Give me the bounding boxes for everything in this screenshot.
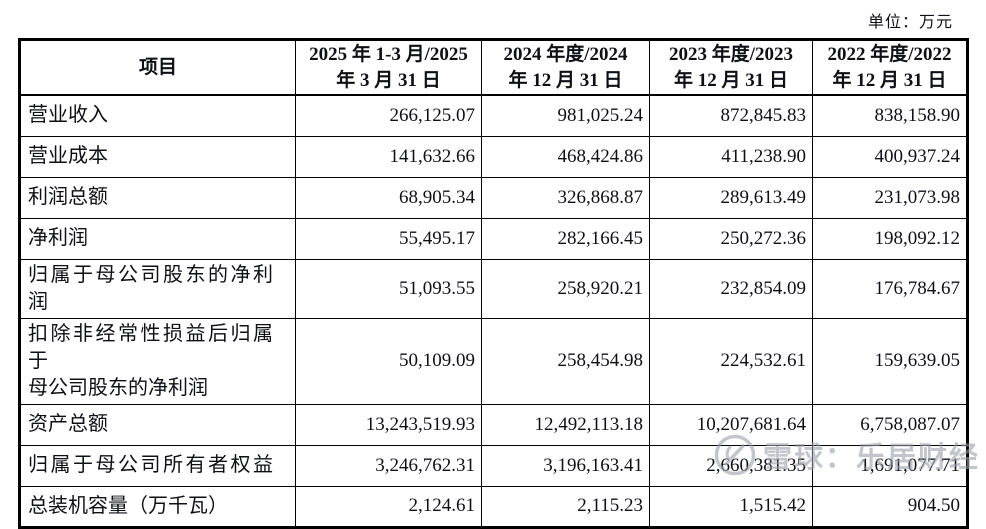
column-header: 2023 年度/2023 年 12 月 31 日 [649, 39, 813, 96]
table-row: 归属于母公司股东的净利润 51,093.55 258,920.21 232,854.0… [19, 258, 968, 319]
row-label: 扣除非经常性损益后归属于 母公司股东的净利润 [19, 317, 296, 405]
row-label: 归属于母公司所有者权益 [19, 444, 296, 487]
table-row: 净利润 55,495.17 282,166.45 250,272.36 198,092.… [19, 217, 968, 260]
cell-value: 400,937.24 [812, 135, 968, 178]
cell-value: 904.50 [812, 485, 968, 528]
cell-value: 141,632.66 [295, 135, 482, 178]
cell-value: 3,246,762.31 [295, 444, 482, 487]
cell-value: 231,073.98 [812, 176, 968, 219]
unit-label: 单位：万元 [867, 14, 953, 31]
cell-value: 266,125.07 [295, 94, 482, 137]
cell-value: 289,613.49 [649, 176, 813, 219]
cell-value: 838,158.90 [812, 94, 968, 137]
cell-value: 872,845.83 [649, 94, 813, 137]
cell-value: 468,424.86 [481, 135, 650, 178]
column-header: 项目 [19, 39, 296, 96]
cell-value: 159,639.05 [812, 317, 968, 405]
row-label: 营业收入 [19, 94, 296, 137]
cell-value: 3,196,163.41 [481, 444, 650, 487]
row-label: 利润总额 [19, 176, 296, 219]
cell-value: 10,207,681.64 [649, 403, 813, 446]
cell-value: 12,492,113.18 [481, 403, 650, 446]
cell-value: 55,495.17 [295, 217, 482, 260]
cell-value: 250,272.36 [649, 217, 813, 260]
cell-value: 50,109.09 [295, 317, 482, 405]
table-row: 营业收入 266,125.07 981,025.24 872,845.83 838,15… [19, 94, 968, 137]
table-row: 营业成本 141,632.66 468,424.86 411,238.90 400,93… [19, 135, 968, 178]
table-row: 总装机容量（万千瓦） 2,124.61 2,115.23 1,515.42 904.50 [19, 485, 968, 528]
cell-value: 51,093.55 [295, 258, 482, 319]
header-row: 项目 2025 年 1-3 月/2025 年 3 月 31 日 2024 年度/202… [19, 39, 968, 96]
cell-value: 68,905.34 [295, 176, 482, 219]
column-header: 2025 年 1-3 月/2025 年 3 月 31 日 [295, 39, 482, 96]
cell-value: 224,532.61 [649, 317, 813, 405]
cell-value: 1,691,077.71 [812, 444, 968, 487]
table-row: 扣除非经常性损益后归属于 母公司股东的净利润 50,109.09 258,454.98… [19, 317, 968, 405]
cell-value: 176,784.67 [812, 258, 968, 319]
row-label: 营业成本 [19, 135, 296, 178]
table-row: 资产总额 13,243,519.93 12,492,113.18 10,207,681… [19, 403, 968, 446]
row-label: 归属于母公司股东的净利润 [19, 258, 296, 319]
cell-value: 326,868.87 [481, 176, 650, 219]
cell-value: 411,238.90 [649, 135, 813, 178]
cell-value: 6,758,087.07 [812, 403, 968, 446]
row-label: 总装机容量（万千瓦） [19, 485, 296, 528]
cell-value: 981,025.24 [481, 94, 650, 137]
cell-value: 258,454.98 [481, 317, 650, 405]
table-row: 归属于母公司所有者权益 3,246,762.31 3,196,163.41 2,660… [19, 444, 968, 487]
cell-value: 232,854.09 [649, 258, 813, 319]
cell-value: 282,166.45 [481, 217, 650, 260]
cell-value: 2,124.61 [295, 485, 482, 528]
cell-value: 198,092.12 [812, 217, 968, 260]
column-header: 2024 年度/2024 年 12 月 31 日 [481, 39, 650, 96]
cell-value: 2,115.23 [481, 485, 650, 528]
cell-value: 2,660,381.35 [649, 444, 813, 487]
cell-value: 13,243,519.93 [295, 403, 482, 446]
financial-summary-table: 项目 2025 年 1-3 月/2025 年 3 月 31 日 2024 年度/202… [18, 38, 969, 529]
cell-value: 258,920.21 [481, 258, 650, 319]
row-label: 资产总额 [19, 403, 296, 446]
table-body: 营业收入 266,125.07 981,025.24 872,845.83 838,15… [19, 94, 968, 528]
column-header: 2022 年度/2022 年 12 月 31 日 [812, 39, 968, 96]
table-row: 利润总额 68,905.34 326,868.87 289,613.49 231,073… [19, 176, 968, 219]
row-label: 净利润 [19, 217, 296, 260]
table-header: 项目 2025 年 1-3 月/2025 年 3 月 31 日 2024 年度/202… [19, 39, 968, 96]
cell-value: 1,515.42 [649, 485, 813, 528]
